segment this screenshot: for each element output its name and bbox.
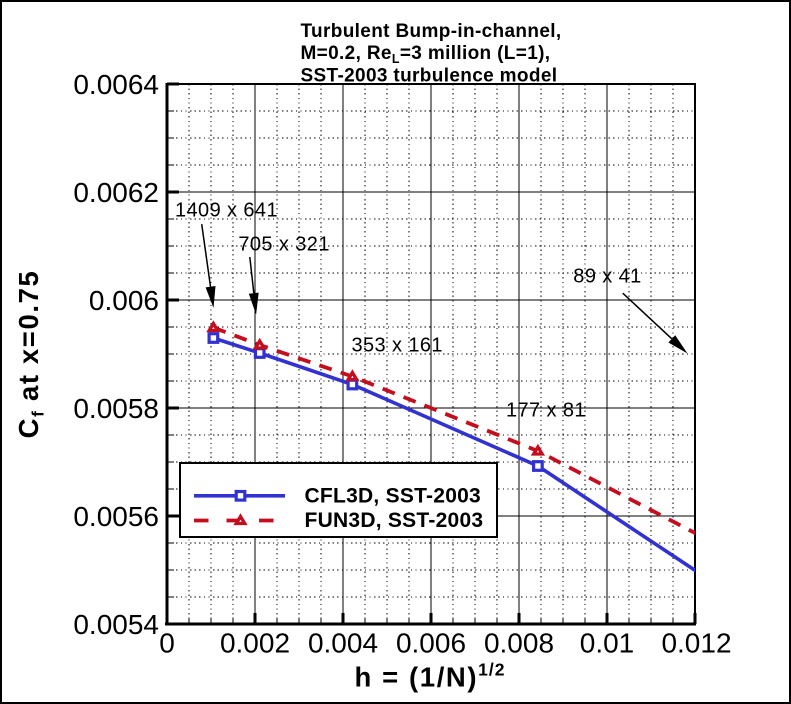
svg-text:0.008: 0.008: [484, 628, 554, 659]
svg-text:89 x 41: 89 x 41: [573, 266, 641, 288]
svg-text:0.01: 0.01: [580, 628, 635, 659]
svg-text:177 x 81: 177 x 81: [506, 399, 586, 421]
svg-text:Cf at x=0.75: Cf at x=0.75: [13, 270, 48, 439]
svg-text:M=0.2, ReL=3 million (L=1),: M=0.2, ReL=3 million (L=1),: [301, 43, 551, 66]
svg-text:Turbulent Bump-in-channel,: Turbulent Bump-in-channel,: [301, 21, 562, 42]
svg-text:0.006: 0.006: [396, 628, 466, 659]
svg-text:353 x 161: 353 x 161: [352, 334, 443, 356]
svg-text:705 x 321: 705 x 321: [238, 234, 329, 256]
svg-text:0.004: 0.004: [308, 628, 378, 659]
svg-text:0.0054: 0.0054: [73, 609, 159, 640]
svg-text:0.0062: 0.0062: [73, 177, 159, 208]
svg-text:h = (1/N)1/2: h = (1/N)1/2: [355, 660, 506, 693]
svg-text:0.0064: 0.0064: [73, 69, 159, 100]
svg-text:0.012: 0.012: [661, 628, 731, 659]
svg-text:0.0058: 0.0058: [73, 393, 159, 424]
svg-text:1409 x 641: 1409 x 641: [175, 199, 278, 221]
svg-text:SST-2003 turbulence model: SST-2003 turbulence model: [301, 65, 558, 86]
svg-text:0: 0: [159, 628, 175, 659]
svg-text:FUN3D, SST-2003: FUN3D, SST-2003: [305, 509, 484, 532]
svg-text:0.0056: 0.0056: [73, 501, 159, 532]
svg-text:CFL3D, SST-2003: CFL3D, SST-2003: [305, 484, 481, 507]
svg-text:0.002: 0.002: [220, 628, 290, 659]
svg-text:0.006: 0.006: [89, 285, 159, 316]
